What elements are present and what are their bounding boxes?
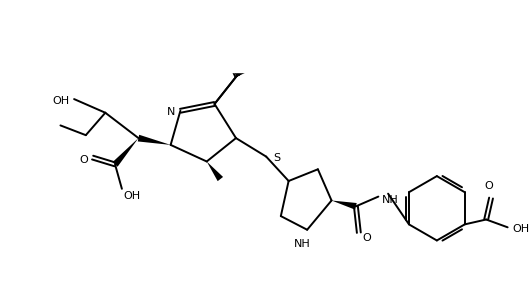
Text: NH: NH <box>382 194 399 205</box>
Bar <box>190 18 288 72</box>
Text: HO: HO <box>217 35 235 45</box>
Text: HO: HO <box>195 37 213 46</box>
Text: HO: HO <box>216 38 233 48</box>
Text: NH: NH <box>294 239 311 250</box>
Text: O: O <box>222 35 231 46</box>
Text: O: O <box>485 181 494 191</box>
Text: S: S <box>273 153 280 163</box>
Text: O: O <box>249 47 258 57</box>
Polygon shape <box>113 138 139 167</box>
Polygon shape <box>332 200 357 210</box>
Text: N: N <box>167 107 176 117</box>
Polygon shape <box>207 162 223 181</box>
Polygon shape <box>138 135 171 145</box>
Text: OH: OH <box>124 191 141 201</box>
Text: O: O <box>244 45 253 55</box>
Text: OH: OH <box>52 96 69 106</box>
Text: O: O <box>79 155 88 164</box>
Text: OH: OH <box>513 224 529 234</box>
Text: O: O <box>363 233 371 243</box>
